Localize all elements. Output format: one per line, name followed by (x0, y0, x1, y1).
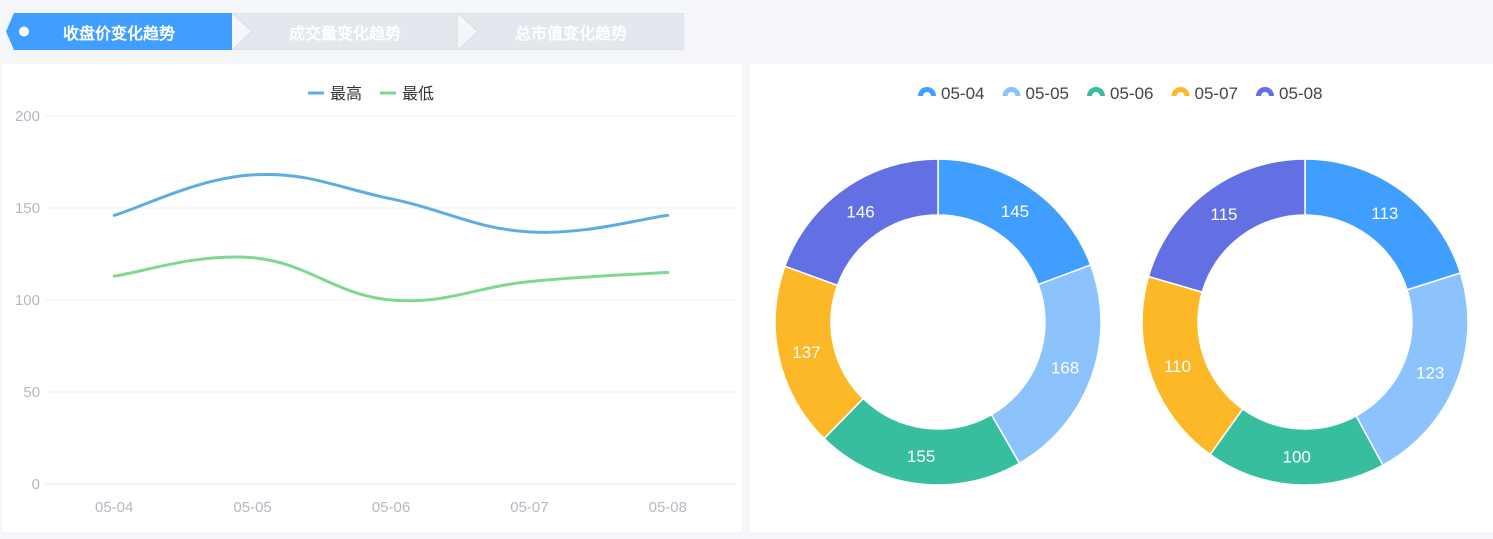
slice-value-label: 110 (1164, 357, 1191, 376)
donut-slice[interactable] (1141, 275, 1244, 456)
x-tick-label: 05-04 (95, 499, 133, 516)
legend-fan-icon[interactable] (1087, 87, 1105, 96)
donut-slice[interactable] (1304, 158, 1462, 291)
y-tick-label: 200 (15, 108, 40, 125)
legend-label[interactable]: 05-04 (941, 84, 984, 103)
x-tick-label: 05-08 (649, 499, 687, 516)
legend-label[interactable]: 最高 (330, 85, 362, 103)
x-tick-label: 05-06 (372, 499, 410, 516)
legend-label[interactable]: 05-05 (1026, 84, 1069, 103)
tab-label: 总市值变化趋势 (514, 25, 627, 43)
series-line-low[interactable] (112, 255, 670, 303)
legend-label[interactable]: 05-08 (1279, 84, 1322, 103)
donut-slice[interactable] (1355, 272, 1469, 467)
tab-background (232, 13, 458, 50)
slice-value-label: 137 (792, 343, 820, 362)
donut-chart-panel: 145 168 155 137 146 113 123 100 110 115 05-04 05-05… (750, 64, 1493, 532)
legend-label[interactable]: 05-07 (1195, 84, 1238, 103)
y-tick-label: 150 (15, 200, 40, 217)
tab-label: 成交量变化趋势 (288, 25, 401, 43)
legend-label[interactable]: 最低 (402, 85, 434, 103)
donut-high: 145 168 155 137 146 (774, 158, 1102, 486)
x-tick-label: 05-07 (510, 499, 548, 516)
legend-label[interactable]: 05-06 (1110, 84, 1153, 103)
donut-slice[interactable] (1147, 158, 1306, 294)
line-chart-panel: 0 50 100 150 200 05-04 05-05 05-06 05-07 05-08 最高最… (2, 64, 742, 532)
x-tick-label: 05-05 (233, 499, 271, 516)
donut-chart: 145 168 155 137 146 113 123 100 110 115 05-04 05-05… (774, 84, 1469, 486)
slice-value-label: 100 (1283, 448, 1311, 467)
y-tick-label: 100 (15, 292, 40, 309)
slice-value-label: 145 (1001, 202, 1029, 221)
line-legend: 最高 最低 (308, 85, 434, 103)
line-chart: 05010015020005-04 05-05 05-06 05-07 05-08最高最… (15, 85, 737, 516)
slice-value-label: 115 (1210, 205, 1237, 224)
slice-value-label: 123 (1416, 364, 1444, 383)
slice-value-label: 168 (1051, 359, 1079, 378)
y-tick-label: 50 (23, 384, 40, 401)
tab-label: 收盘价变化趋势 (62, 25, 175, 43)
slice-value-label: 155 (907, 447, 935, 466)
y-tick-label: 0 (32, 476, 40, 493)
legend-fan-icon[interactable] (1171, 87, 1190, 96)
donut-slice[interactable] (990, 263, 1102, 465)
tab-background (458, 13, 684, 50)
tab-close-price-trend[interactable]: 收盘价变化趋势 (6, 13, 232, 50)
donut-slice[interactable] (823, 397, 1021, 486)
donut-low: 113 123 100 110 115 (1141, 158, 1469, 486)
series-line-high[interactable] (112, 172, 670, 234)
slice-value-label: 113 (1371, 204, 1398, 223)
tab-background (6, 13, 232, 50)
active-dot-icon (19, 26, 29, 37)
legend-fan-icon[interactable] (1256, 87, 1274, 96)
legend-fan-icon[interactable] (1002, 87, 1021, 96)
donut-slice[interactable] (783, 158, 939, 287)
donut-slice[interactable] (937, 158, 1092, 286)
tab-volume-trend[interactable]: 成交量变化趋势 (232, 13, 458, 50)
chart-tab-bar: 收盘价变化趋势 成交量变化趋势 总市值变化趋势 (0, 0, 700, 64)
legend-fan-icon[interactable] (918, 87, 936, 96)
tab-market-cap-trend[interactable]: 总市值变化趋势 (458, 13, 684, 50)
donut-legend: 05-04 05-05 05-06 05-07 05-08 (918, 84, 1322, 103)
slice-value-label: 146 (846, 202, 874, 221)
